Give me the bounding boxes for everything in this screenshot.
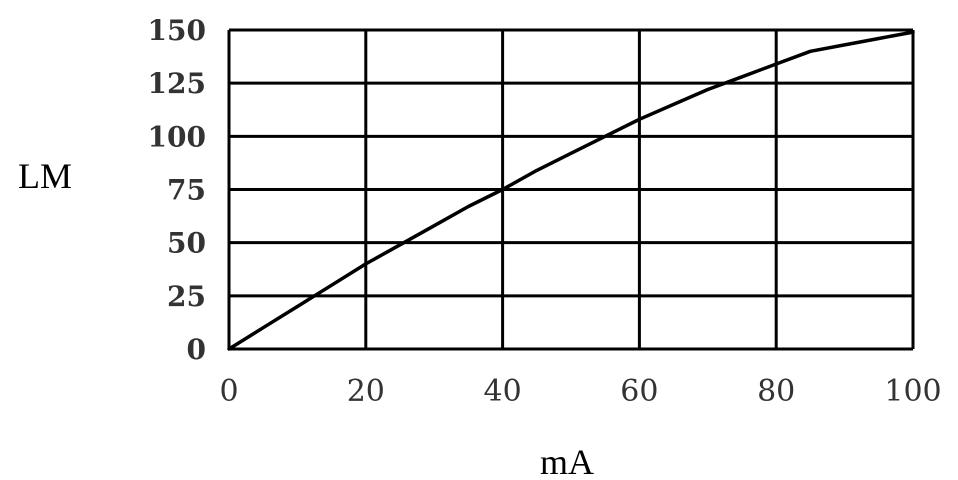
- y-tick-label: 75: [167, 174, 206, 207]
- y-tick-label: 50: [167, 227, 206, 260]
- x-tick-labels: 0 20 40 60 80 100: [219, 374, 941, 409]
- x-tick-label: 100: [884, 374, 941, 409]
- series-layer: [227, 30, 915, 351]
- x-tick-label: 20: [347, 374, 385, 409]
- x-tick-label: 0: [219, 374, 238, 409]
- y-tick-label: 150: [148, 14, 206, 47]
- grid: [227, 28, 915, 351]
- y-tick-label: 100: [148, 120, 206, 153]
- y-tick-label: 25: [167, 280, 206, 313]
- x-axis-label: mA: [540, 442, 594, 480]
- y-axis-label: LM: [18, 156, 72, 196]
- x-tick-label: 80: [757, 374, 795, 409]
- series-line: [227, 30, 915, 351]
- y-tick-label: 0: [187, 333, 206, 366]
- x-tick-label: 40: [484, 374, 522, 409]
- x-tick-label: 60: [620, 374, 658, 409]
- y-tick-labels: 0 25 50 75 100 125 150: [148, 14, 206, 366]
- y-tick-label: 125: [148, 67, 206, 100]
